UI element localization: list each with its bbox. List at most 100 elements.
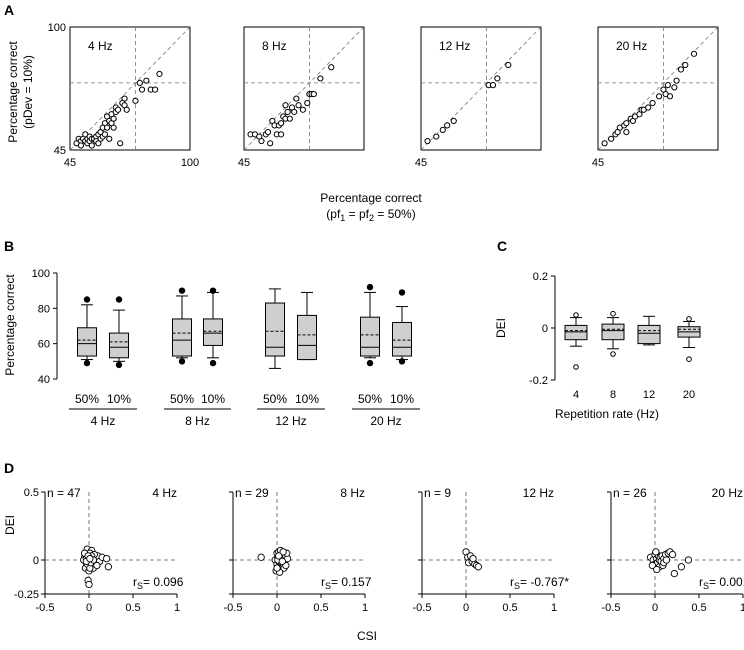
box-rate-4: 4 — [564, 312, 588, 401]
panel-a-subplot-4-hz: 4 Hz 45 100 100 45 — [48, 22, 200, 169]
data-point — [623, 129, 630, 136]
condition-label: 50% — [75, 392, 99, 406]
outlier-point — [610, 351, 616, 357]
box-12-hz-10: 10% — [295, 291, 319, 406]
data-point — [279, 548, 287, 556]
data-point — [93, 561, 101, 570]
outlier-point — [398, 289, 406, 296]
x-tick-label: 0 — [86, 602, 92, 614]
outlier-point — [209, 359, 217, 367]
data-point — [117, 140, 124, 147]
group-label-8-hz: 8 Hz — [185, 414, 210, 428]
panel-label-b: B — [4, 238, 14, 254]
panel-c: -0.2 0 0.2 4 8 12 20 — [529, 271, 701, 401]
panel-c-ylabel: DEI — [494, 318, 508, 338]
data-point — [645, 104, 652, 111]
x-tick-label: 45 — [592, 157, 604, 169]
panel-c-xlabel: Repetition rate (Hz) — [555, 407, 659, 421]
data-point — [275, 552, 283, 560]
data-point — [648, 561, 657, 570]
data-point — [103, 124, 111, 131]
box-rate-20: 20 — [677, 316, 701, 401]
subplot-title: 4 Hz — [152, 486, 177, 500]
outlier-point — [83, 296, 91, 303]
subplot-title: 20 Hz — [712, 486, 743, 500]
box-4-hz-50: 50% — [75, 296, 99, 406]
panel-label-d: D — [4, 460, 14, 476]
box-12-hz-50: 50% — [263, 288, 287, 406]
data-point — [110, 115, 117, 122]
subplot-title: 20 Hz — [616, 39, 647, 53]
x-tick-label: 12 — [643, 389, 655, 401]
x-tick-label: 1 — [174, 602, 180, 614]
subplot-title: 4 Hz — [88, 39, 113, 53]
data-point — [666, 93, 674, 100]
data-point — [673, 77, 680, 84]
y-tick-label: 100 — [32, 268, 50, 280]
data-point — [601, 140, 608, 147]
subplot-frame — [597, 26, 719, 151]
condition-label: 10% — [390, 392, 414, 406]
box-iqr — [564, 324, 588, 341]
x-tick-label: -0.5 — [413, 602, 432, 614]
data-point — [623, 120, 630, 127]
data-point — [653, 565, 661, 574]
y-tick-label: 80 — [38, 303, 50, 315]
data-point — [106, 135, 113, 142]
data-point — [278, 557, 286, 566]
n-count-label: n = 29 — [235, 486, 269, 500]
data-point — [304, 99, 311, 107]
data-point — [85, 580, 93, 589]
box-rate-8: 8 — [601, 310, 625, 401]
box-20-hz-10: 10% — [390, 289, 414, 406]
data-point — [670, 569, 679, 578]
data-point — [655, 93, 663, 100]
data-point — [273, 564, 281, 572]
data-point — [114, 106, 122, 113]
group-label-12-hz: 12 Hz — [275, 414, 306, 428]
box-iqr — [297, 314, 317, 361]
y-tick-label: 0 — [33, 555, 39, 567]
x-tick-label: 1 — [362, 602, 368, 614]
data-point — [328, 64, 335, 71]
box-8-hz-10: 10% — [201, 287, 225, 406]
data-point — [132, 97, 139, 104]
data-point — [474, 563, 482, 571]
data-point — [102, 554, 111, 563]
condition-label: 10% — [295, 392, 319, 406]
group-label-4-hz: 4 Hz — [91, 414, 116, 428]
data-point — [668, 550, 677, 559]
box-iqr — [109, 332, 129, 359]
panel-a-ylabel2: (pDev = 10%) — [21, 55, 35, 129]
data-point — [652, 548, 660, 556]
data-point — [293, 95, 300, 102]
box-iqr — [601, 323, 625, 341]
subplot-frame — [420, 26, 542, 151]
panel-d-subplot-4-hz: -0.5 0 0.5 1 0.5 0 -0.25 n = 47 4 Hz rS= 0.096 — [14, 486, 184, 614]
x-tick-label: 45 — [415, 157, 427, 169]
correlation-label: rS= -0.767* — [510, 575, 569, 591]
data-point — [607, 135, 615, 142]
outlier-point — [398, 358, 406, 365]
x-tick-label: 1 — [740, 602, 744, 614]
data-point — [267, 140, 274, 147]
data-point — [677, 563, 686, 571]
data-point — [433, 133, 440, 140]
data-point — [284, 108, 291, 116]
data-point — [282, 102, 289, 109]
x-tick-label: 20 — [683, 389, 695, 401]
panel-a: 4 Hz 45 100 100 45 8 Hz 45 12 Hz 45 20 Hz 45 — [48, 22, 719, 169]
panel-d-subplot-8-hz: -0.5 0 0.5 1 n = 29 8 Hz rS= 0.157 — [224, 486, 372, 614]
data-point — [664, 82, 671, 89]
subplot-title: 12 Hz — [439, 39, 470, 53]
panel-d-subplot-12-hz: -0.5 0 0.5 1 n = 9 12 Hz rS= -0.767* — [413, 486, 570, 614]
data-point — [121, 95, 128, 102]
diagonal-line — [243, 26, 365, 151]
x-tick-label: -0.5 — [36, 602, 55, 614]
data-point — [444, 122, 451, 129]
outlier-point — [686, 356, 692, 363]
y-tick-label: -0.25 — [14, 589, 39, 601]
data-point — [86, 554, 94, 563]
panel-d-ylabel: DEI — [3, 515, 17, 535]
